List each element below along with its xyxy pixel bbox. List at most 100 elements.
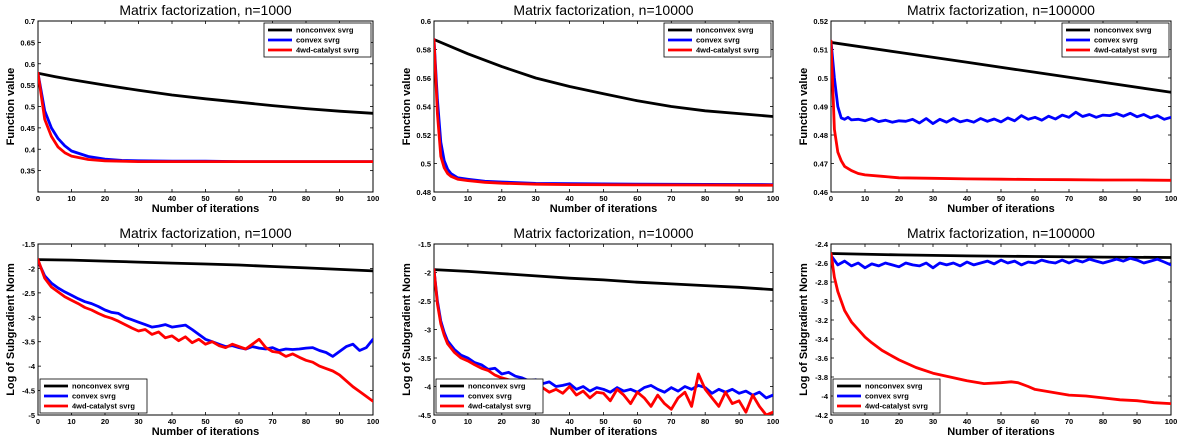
series-group [434,38,773,187]
series-line-4wd-catalyst-svrg [434,268,773,415]
y-tick-label: -4.5 [22,387,35,396]
y-tick-label: -4.5 [418,411,431,420]
legend-label: 4wd-catalyst svrg [865,402,928,411]
y-axis-label: Function value [798,68,810,146]
x-tick-label: 30 [929,417,937,426]
x-tick-label: 60 [633,417,641,426]
series-group [831,252,1171,406]
y-tick-label: -4 [424,383,431,392]
legend-label: convex svrg [865,392,909,401]
x-tick-label: 100 [767,194,780,203]
x-tick-label: 90 [1133,194,1141,203]
x-tick-label: 30 [134,194,142,203]
y-tick-label: 0.46 [813,188,828,197]
x-tick-label: 30 [929,194,937,203]
y-tick-label: 0.55 [20,81,35,90]
y-tick-label: -2.8 [815,278,828,287]
chart-panel-6: Matrix factorization, n=100000 0 10 20 30 40 5… [798,225,1177,438]
series-group [831,39,1171,182]
legend-label: 4wd-catalyst svrg [468,402,531,411]
chart-panel-3: Matrix factorization, n=100000 0 10 20 30 40 5… [798,2,1177,215]
legend-label: 4wd-catalyst svrg [696,46,759,55]
y-tick-label: 0.48 [813,131,828,140]
x-tick-label: 90 [1133,417,1141,426]
legend-label: convex svrg [468,392,512,401]
y-tick-label: 0.54 [416,103,431,112]
series-line-nonconvex-svrg [434,268,773,292]
x-tick-label: 0 [36,417,40,426]
x-axis-label: Number of iterations [550,426,658,438]
x-tick-label: 50 [997,417,1005,426]
x-tick-label: 60 [1031,417,1039,426]
y-tick-label: -3.5 [22,338,35,347]
y-tick-label: -3.5 [418,354,431,363]
x-tick-label: 10 [67,417,75,426]
x-tick-label: 0 [432,417,436,426]
y-axis-label: Log of Subgradient Norm [798,263,810,396]
x-tick-label: 20 [498,417,506,426]
x-tick-label: 90 [735,194,743,203]
y-tick-label: 0.5 [818,74,828,83]
y-tick-label: -2.6 [815,259,828,268]
y-tick-label: 0.58 [416,46,431,55]
x-axis-label: Number of iterations [947,203,1055,215]
x-tick-label: 100 [767,417,780,426]
series-line-nonconvex-svrg [831,41,1171,94]
y-tick-label: 0.52 [416,131,431,140]
x-tick-label: 30 [532,194,540,203]
y-tick-label: -1.5 [22,240,35,249]
x-tick-label: 40 [168,417,176,426]
series-group [38,258,373,403]
x-tick-label: 80 [1099,194,1107,203]
x-tick-label: 60 [235,417,243,426]
x-tick-label: 0 [36,194,40,203]
x-tick-label: 50 [599,194,607,203]
x-tick-label: 0 [829,417,833,426]
x-tick-label: 100 [367,194,380,203]
y-tick-label: -3 [821,297,828,306]
legend-label: nonconvex svrg [468,382,526,391]
chart-title: Matrix factorization, n=100000 [907,225,1095,241]
y-tick-label: 0.5 [421,160,431,169]
y-tick-label: -2 [424,269,431,278]
x-tick-label: 100 [367,417,380,426]
legend-label: nonconvex svrg [72,382,130,391]
y-axis-label: Log of Subgradient Norm [5,263,17,396]
y-tick-label: -2.5 [418,297,431,306]
x-tick-label: 20 [895,194,903,203]
x-tick-label: 60 [235,194,243,203]
y-tick-label: -2.4 [815,240,829,249]
chart-panel-5: Matrix factorization, n=10000 0 10 20 30 40 50… [401,225,779,438]
x-tick-label: 40 [963,417,971,426]
series-line-nonconvex-svrg [831,252,1171,259]
chart-panel-1: Matrix factorization, n=1000 0 10 20 30 40 50 6… [5,2,379,215]
legend-label: nonconvex svrg [865,382,923,391]
y-tick-label: 0.4 [25,145,36,154]
y-tick-label: 0.52 [813,17,828,26]
legend-label: convex svrg [1094,36,1138,45]
chart-title: Matrix factorization, n=1000 [119,225,292,241]
x-tick-label: 10 [464,194,472,203]
x-tick-label: 10 [861,194,869,203]
x-tick-label: 70 [268,194,276,203]
x-tick-label: 60 [633,194,641,203]
x-tick-label: 80 [1099,417,1107,426]
x-axis-label: Number of iterations [550,203,658,215]
chart-title: Matrix factorization, n=100000 [907,2,1095,18]
x-tick-label: 50 [201,194,209,203]
legend-label: nonconvex svrg [1094,26,1152,35]
x-tick-label: 90 [735,417,743,426]
y-tick-label: -4 [28,362,35,371]
series-line-4wd-catalyst-svrg [831,39,1171,182]
legend-label: 4wd-catalyst svrg [296,46,359,55]
x-tick-label: 0 [829,194,833,203]
y-tick-label: -3.2 [815,316,828,325]
x-tick-label: 50 [997,194,1005,203]
x-tick-label: 10 [464,417,472,426]
series-line-nonconvex-svrg [38,71,373,115]
series-line-nonconvex-svrg [434,38,773,118]
